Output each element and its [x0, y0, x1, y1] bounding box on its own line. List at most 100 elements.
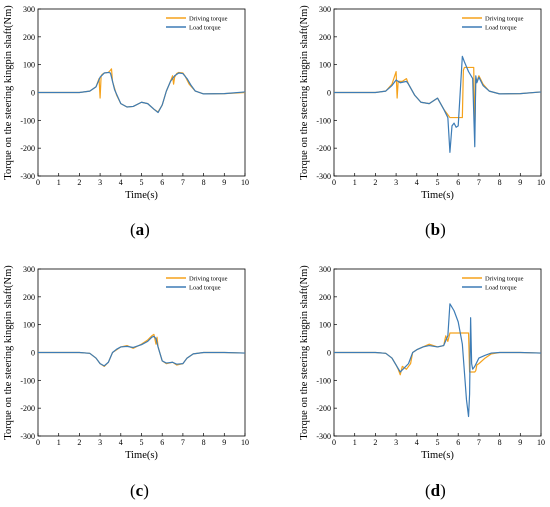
x-tick-label: 5 [436, 438, 440, 447]
x-tick-label: 8 [202, 178, 206, 187]
x-tick-label: 3 [98, 178, 102, 187]
legend-label: Driving torque [189, 276, 228, 283]
series-line-driving-torque [334, 66, 542, 133]
x-tick-label: 10 [241, 438, 249, 447]
x-axis-label: Time(s) [421, 450, 454, 461]
x-tick-label: 9 [222, 438, 226, 447]
y-axis-label: Torque on the steering kingpin shaft(Nm) [3, 265, 14, 440]
series-line-load-torque [38, 71, 246, 114]
x-tick-label: 4 [415, 178, 419, 187]
x-tick-label: 2 [77, 438, 81, 447]
legend-label: Driving torque [189, 16, 228, 23]
x-tick-label: 9 [222, 178, 226, 187]
x-tick-label: 4 [415, 438, 419, 447]
y-tick-label: 300 [23, 265, 35, 274]
y-tick-label: 200 [23, 293, 35, 302]
x-tick-label: 8 [498, 178, 502, 187]
x-tick-label: 6 [456, 438, 460, 447]
y-tick-label: 100 [319, 61, 331, 70]
y-tick-label: -300 [316, 172, 331, 181]
x-axis-label: Time(s) [125, 450, 158, 461]
panel-label-c: (c) [130, 481, 149, 500]
x-tick-label: 9 [518, 178, 522, 187]
y-tick-label: 0 [327, 89, 331, 98]
y-tick-label: 200 [319, 293, 331, 302]
legend-label: Load torque [189, 285, 221, 292]
y-axis-label: Torque on the steering kingpin shaft(Nm) [3, 5, 14, 180]
y-tick-label: -200 [316, 144, 331, 153]
y-axis-label: Torque on the steering kingpin shaft(Nm) [299, 265, 310, 440]
y-tick-label: -100 [316, 116, 331, 125]
x-tick-label: 2 [373, 178, 377, 187]
y-tick-label: -200 [20, 144, 35, 153]
y-tick-label: -300 [316, 432, 331, 441]
series-line-driving-torque [38, 333, 246, 368]
x-tick-label: 2 [77, 178, 81, 187]
x-tick-label: 4 [119, 178, 123, 187]
x-tick-label: 0 [36, 178, 40, 187]
y-tick-label: -100 [316, 376, 331, 385]
y-tick-label: 100 [23, 61, 35, 70]
x-tick-label: 10 [537, 178, 545, 187]
y-tick-label: 0 [31, 349, 35, 358]
x-tick-label: 7 [477, 178, 481, 187]
x-tick-label: 1 [57, 178, 61, 187]
x-tick-label: 5 [140, 438, 144, 447]
y-tick-label: 100 [319, 321, 331, 330]
panel-2: 0 1 2 3 4 5 6 7 8 9 10 300 200 100 0 -100 -200 -300 Time(s… [299, 5, 545, 201]
series-line-driving-torque [334, 332, 542, 376]
x-tick-label: 3 [98, 438, 102, 447]
y-tick-label: 0 [31, 89, 35, 98]
legend-label: Load torque [189, 25, 221, 32]
x-tick-label: 9 [518, 438, 522, 447]
y-axis-label: Torque on the steering kingpin shaft(Nm) [299, 5, 310, 180]
y-tick-label: -200 [316, 404, 331, 413]
y-tick-label: -100 [20, 116, 35, 125]
x-tick-label: 7 [181, 438, 185, 447]
panel-label-d: (d) [425, 481, 446, 500]
panel-label-b: (b) [425, 220, 446, 239]
x-tick-label: 0 [332, 178, 336, 187]
legend-label: Driving torque [485, 276, 524, 283]
series-line-load-torque [334, 55, 542, 153]
y-tick-label: -300 [20, 172, 35, 181]
y-tick-label: -200 [20, 404, 35, 413]
x-tick-label: 3 [394, 438, 398, 447]
x-axis-label: Time(s) [421, 190, 454, 201]
x-tick-label: 1 [57, 438, 61, 447]
legend-label: Load torque [485, 285, 517, 292]
x-tick-label: 6 [160, 178, 164, 187]
y-tick-label: 300 [319, 5, 331, 14]
y-tick-label: -300 [20, 432, 35, 441]
x-tick-label: 8 [202, 438, 206, 447]
x-tick-label: 5 [140, 178, 144, 187]
panel-1: 0 1 2 3 4 5 6 7 8 9 10 300 200 100 0 -100 -200 -300 Time(s… [3, 5, 249, 201]
y-tick-label: 200 [23, 33, 35, 42]
x-axis-label: Time(s) [125, 190, 158, 201]
y-tick-label: 100 [23, 321, 35, 330]
x-tick-label: 10 [537, 438, 545, 447]
x-tick-label: 7 [477, 438, 481, 447]
x-tick-label: 3 [394, 178, 398, 187]
y-tick-label: 200 [319, 33, 331, 42]
y-tick-label: 300 [23, 5, 35, 14]
panel-4: 0 1 2 3 4 5 6 7 8 9 10 300 200 100 0 -100 -200 -300 Time(s… [299, 265, 545, 461]
x-tick-label: 2 [373, 438, 377, 447]
x-tick-label: 8 [498, 438, 502, 447]
y-tick-label: -100 [20, 376, 35, 385]
legend-label: Load torque [485, 25, 517, 32]
x-tick-label: 7 [181, 178, 185, 187]
series-line-load-torque [334, 303, 542, 418]
legend-label: Driving torque [485, 16, 524, 23]
y-tick-label: 300 [319, 265, 331, 274]
x-tick-label: 1 [353, 438, 357, 447]
y-tick-label: 0 [327, 349, 331, 358]
x-tick-label: 0 [36, 438, 40, 447]
x-tick-label: 4 [119, 438, 123, 447]
x-tick-label: 1 [353, 178, 357, 187]
panel-3: 0 1 2 3 4 5 6 7 8 9 10 300 200 100 0 -100 -200 -300 Time(s… [3, 265, 249, 461]
x-tick-label: 6 [160, 438, 164, 447]
panel-label-a: (a) [130, 220, 150, 239]
x-tick-label: 5 [436, 178, 440, 187]
